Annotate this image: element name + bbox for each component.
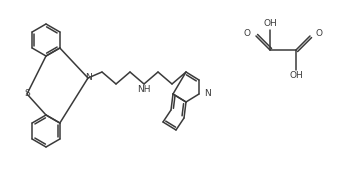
Text: NH: NH [137,85,151,94]
Text: S: S [24,89,30,99]
Text: N: N [85,73,91,83]
Text: O: O [315,30,322,39]
Text: OH: OH [263,19,277,29]
Text: N: N [204,89,211,99]
Text: OH: OH [289,72,303,80]
Text: O: O [244,30,251,39]
